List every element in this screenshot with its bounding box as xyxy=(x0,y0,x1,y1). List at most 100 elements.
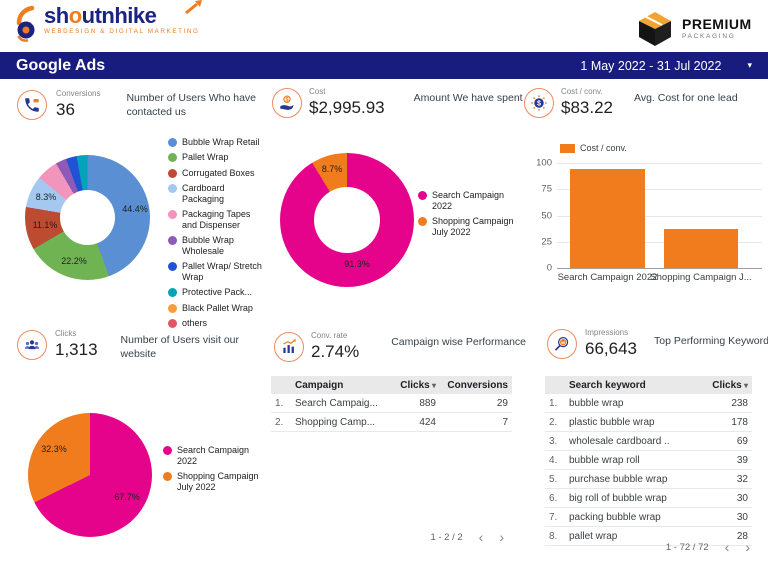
y-axis-tick: 25 xyxy=(541,236,552,248)
legend-color-dot xyxy=(168,153,177,163)
kpi-description: Amount We have spent xyxy=(413,92,523,104)
kpi-value: 36 xyxy=(56,100,75,119)
table-cell: 178 xyxy=(731,416,748,428)
legend-label: Packaging Tapes and Dispenser xyxy=(182,208,251,230)
table-cell: wholesale cardboard .. xyxy=(569,435,670,447)
shoutnhike-logo: shoutnhike WEBDESIGN & DIGITAL MARKETING xyxy=(14,0,202,43)
date-range-selector[interactable]: 1 May 2022 - 31 Jul 2022 ▾ xyxy=(580,59,752,73)
partner-subtitle: PACKAGING xyxy=(682,32,736,40)
table-cell: Search Campaig... xyxy=(295,397,378,409)
legend-item: Search Campaign 2022 xyxy=(418,190,523,212)
next-page-icon[interactable]: › xyxy=(745,539,750,555)
table-cell: 424 xyxy=(419,416,436,428)
donut-hole xyxy=(314,187,380,253)
svg-text:$: $ xyxy=(285,97,289,103)
prev-page-icon[interactable]: ‹ xyxy=(724,539,730,555)
report-title-bar: Google Ads 1 May 2022 - 31 Jul 2022 ▾ xyxy=(0,52,768,79)
legend-color-swatch xyxy=(560,143,575,153)
column-header-clicks[interactable]: Clicks ▾ xyxy=(400,379,436,391)
column-header-conversions[interactable]: Conversions xyxy=(447,379,508,391)
hand-coin-icon: $ xyxy=(272,88,302,118)
brand-name: shoutnhike xyxy=(44,0,202,27)
cost-per-conv-bar-chart[interactable]: 0 25 50 75 100 Search Campaign 2022 Shopping C… xyxy=(536,158,762,283)
gridline xyxy=(557,241,762,243)
table-cell: bubble wrap roll xyxy=(569,454,640,466)
legend-item: Protective Pack... xyxy=(168,287,265,298)
search-keyword-icon: w xyxy=(547,329,577,359)
pagination-range: 1 - 2 / 2 xyxy=(430,531,463,543)
legend-item: others xyxy=(168,318,265,329)
legend-color-dot xyxy=(168,168,177,178)
x-axis-label: Search Campaign 2022 xyxy=(557,272,658,283)
table-row: 8. pallet wrap 28 xyxy=(545,527,752,546)
brand-arrow-icon xyxy=(184,0,202,15)
table-row: 1. bubble wrap 238 xyxy=(545,394,752,413)
legend-color-dot xyxy=(168,288,177,298)
kpi-description: Number of Users visit our website xyxy=(120,334,239,361)
table-cell: pallet wrap xyxy=(569,530,618,542)
table-row: 2. plastic bubble wrap 178 xyxy=(545,413,752,432)
slice-label: 67.7% xyxy=(114,492,140,502)
clicks-by-campaign-pie-chart: 32.3% 67.7% xyxy=(28,413,152,537)
table-cell: 29 xyxy=(496,397,508,409)
table-cell: purchase bubble wrap xyxy=(569,473,668,485)
legend-color-dot xyxy=(168,303,177,313)
legend-color-dot xyxy=(168,183,177,193)
slice-label: 32.3% xyxy=(41,444,67,454)
chevron-down-icon: ▾ xyxy=(747,60,752,70)
table-row: 4. bubble wrap roll 39 xyxy=(545,451,752,470)
slice-label: 44.4% xyxy=(122,204,148,214)
table-cell: big roll of bubble wrap xyxy=(569,492,667,504)
legend-item: Corrugated Boxes xyxy=(168,168,265,179)
keyword-table: Search keyword Clicks ▾ 1. bubble wrap 238 2.… xyxy=(545,376,752,546)
kpi-description: Campaign wise Performance xyxy=(391,336,527,348)
kpi-impressions: w Impressions 66,643 Top Performing Keyw… xyxy=(547,329,768,359)
kpi-description: Avg. Cost for one lead xyxy=(634,92,738,104)
table-row: 6. big roll of bubble wrap 30 xyxy=(545,489,752,508)
table-cell: 7 xyxy=(502,416,508,428)
column-header-campaign[interactable]: Campaign xyxy=(295,379,344,391)
legend-label: Search Campaign 2022 xyxy=(432,190,505,211)
premium-packaging-logo: PREMIUM PACKAGING xyxy=(633,8,752,48)
sort-arrow-icon: ▾ xyxy=(429,380,436,390)
row-index: 6. xyxy=(549,492,558,504)
row-index: 4. xyxy=(549,454,558,466)
kpi-value: 66,643 xyxy=(585,339,637,358)
slice-label: 11.1% xyxy=(32,220,58,230)
legend-color-dot xyxy=(168,209,177,219)
pie-slices[interactable] xyxy=(28,413,152,537)
gridline xyxy=(557,215,762,217)
table-row: 1. Search Campaig... 889 29 xyxy=(271,394,512,413)
column-header-clicks[interactable]: Clicks ▾ xyxy=(712,379,748,391)
gridline xyxy=(557,163,762,164)
bar[interactable] xyxy=(570,169,645,268)
legend-label: others xyxy=(182,317,208,328)
kpi-value: $83.22 xyxy=(561,98,613,117)
sort-arrow-icon: ▾ xyxy=(741,380,748,390)
y-axis-tick: 0 xyxy=(546,262,552,274)
slice-label: 8.3% xyxy=(35,192,57,202)
kpi-value: 1,313 xyxy=(55,340,98,359)
page-title: Google Ads xyxy=(16,56,106,74)
svg-text:$: $ xyxy=(537,99,541,107)
legend-label: Protective Pack... xyxy=(182,287,253,298)
bar[interactable] xyxy=(664,229,738,268)
slice-label: 91.3% xyxy=(344,259,370,269)
legend-label: Pallet Wrap xyxy=(182,152,229,163)
phone-icon xyxy=(17,90,47,120)
legend-label: Shopping Campaign July 2022 xyxy=(177,471,259,492)
column-header-search-keyword[interactable]: Search keyword xyxy=(569,379,646,391)
row-index: 7. xyxy=(549,511,558,523)
kpi-description: Number of Users Who have contacted us xyxy=(126,92,257,119)
next-page-icon[interactable]: › xyxy=(499,529,504,545)
gridline xyxy=(557,268,762,269)
table-header-row: Search keyword Clicks ▾ xyxy=(545,376,752,394)
prev-page-icon[interactable]: ‹ xyxy=(478,529,484,545)
clicks-by-campaign-legend: Search Campaign 2022 Shopping Campaign Ju… xyxy=(163,445,268,493)
product-share-donut-chart: 44.4% 22.2% 11.1% 8.3% xyxy=(25,155,150,280)
gridline xyxy=(557,189,762,191)
kpi-conversions: Conversions 36 Number of Users Who have … xyxy=(17,90,274,120)
bar-chart-icon xyxy=(274,332,304,362)
row-index: 8. xyxy=(549,530,558,542)
